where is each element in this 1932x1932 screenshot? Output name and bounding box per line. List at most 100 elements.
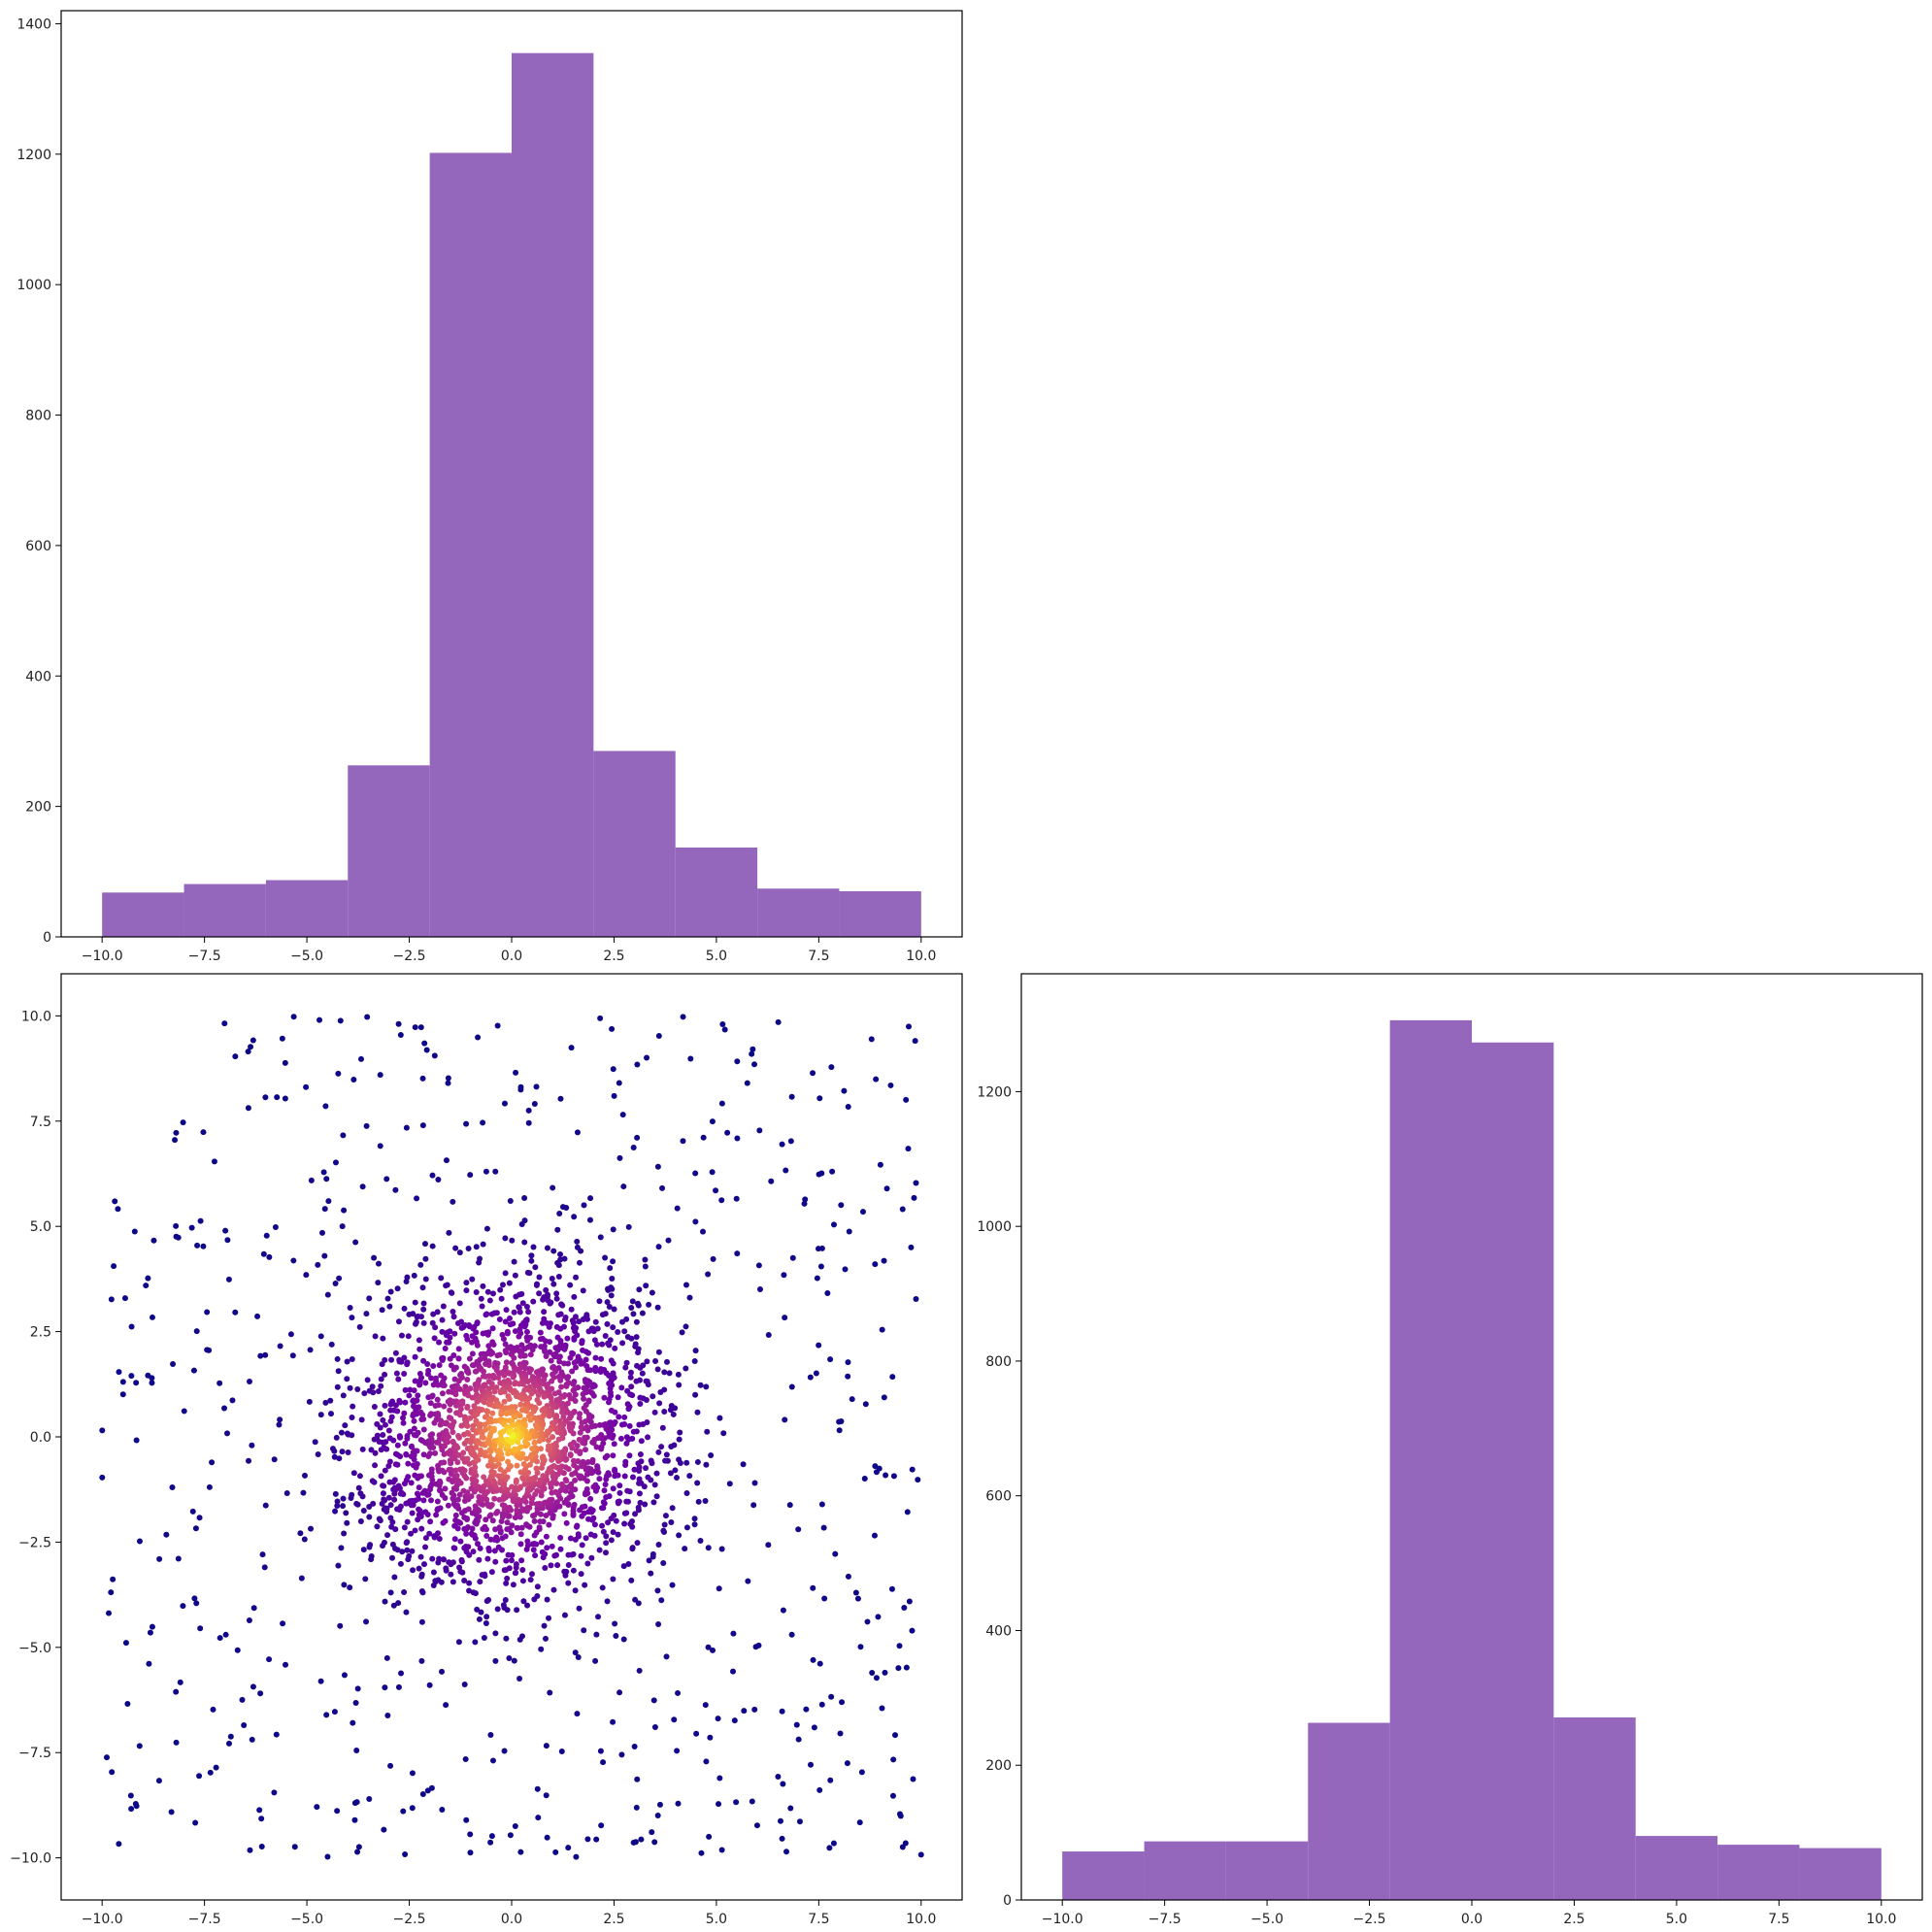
scatter-point <box>529 1347 536 1353</box>
scatter-point <box>425 1491 432 1498</box>
hist-y-bar <box>1144 1841 1226 1900</box>
scatter-point <box>653 1493 660 1500</box>
scatter-point <box>368 1553 375 1560</box>
scatter-point <box>463 1816 470 1823</box>
scatter-point <box>469 1276 476 1282</box>
hist-x-ytick-label: 600 <box>25 539 51 554</box>
scatter-point <box>713 1187 719 1194</box>
scatter-point <box>473 1478 480 1484</box>
scatter-point <box>503 1635 510 1642</box>
scatter-point <box>478 1295 484 1302</box>
scatter-point <box>257 1690 264 1697</box>
scatter-point <box>528 1451 535 1458</box>
scatter-point <box>429 1319 436 1326</box>
scatter-point <box>564 1335 571 1342</box>
scatter-point <box>693 1730 700 1737</box>
scatter-point <box>327 1411 334 1417</box>
scatter-point <box>581 1510 587 1516</box>
scatter-point <box>830 1840 837 1847</box>
scatter-point <box>394 1408 401 1415</box>
scatter-point <box>544 1245 550 1251</box>
scatter-point <box>414 1448 420 1454</box>
scatter-xtick-label: −5.0 <box>290 1912 323 1927</box>
scatter-point <box>229 1397 236 1404</box>
scatter-point <box>674 1205 681 1212</box>
scatter-point <box>483 1516 489 1523</box>
scatter-point <box>482 1355 488 1362</box>
scatter-point <box>245 1105 251 1112</box>
scatter-point <box>862 1401 869 1408</box>
scatter-point <box>912 1038 918 1045</box>
scatter-point <box>480 1241 486 1248</box>
scatter-point <box>521 1323 528 1330</box>
scatter-point <box>474 1398 481 1405</box>
scatter-point <box>539 1319 546 1326</box>
scatter-point <box>456 1300 463 1307</box>
hist-y-bar <box>1062 1851 1145 1900</box>
scatter-point <box>849 1396 855 1403</box>
scatter-point <box>380 1335 386 1342</box>
scatter-point <box>842 1266 849 1273</box>
scatter-point <box>582 1582 588 1588</box>
scatter-point <box>592 1354 599 1361</box>
scatter-point <box>250 1605 257 1612</box>
scatter-point <box>476 1259 483 1266</box>
scatter-point <box>480 1434 486 1441</box>
scatter-point <box>382 1371 388 1378</box>
scatter-point <box>783 1167 789 1174</box>
scatter-point <box>583 1485 590 1492</box>
scatter-point <box>441 1469 448 1476</box>
scatter-point <box>676 1456 683 1463</box>
scatter-point <box>740 1461 747 1468</box>
scatter-point <box>633 1804 640 1811</box>
scatter-point <box>527 1351 534 1358</box>
scatter-point <box>621 1414 628 1420</box>
scatter-point <box>703 1758 710 1765</box>
scatter-point <box>543 1286 550 1293</box>
scatter-point <box>332 1490 339 1497</box>
scatter-point <box>829 1168 836 1175</box>
scatter-point <box>709 1118 716 1125</box>
scatter-point <box>555 1262 562 1269</box>
scatter-point <box>482 1426 488 1433</box>
scatter-point <box>484 1331 491 1338</box>
scatter-point <box>431 1052 438 1059</box>
scatter-point <box>415 1429 421 1436</box>
scatter-point <box>408 1480 415 1486</box>
scatter-point <box>574 1711 581 1717</box>
scatter-point <box>553 1290 560 1297</box>
scatter-point <box>387 1515 394 1521</box>
scatter-point <box>465 1506 472 1513</box>
scatter-point <box>261 1564 268 1571</box>
scatter-point <box>879 1705 885 1712</box>
scatter-point <box>411 1425 417 1432</box>
scatter-point <box>548 1357 554 1364</box>
scatter-point <box>372 1333 379 1340</box>
scatter-point <box>503 1349 510 1356</box>
scatter-point <box>904 1509 911 1516</box>
scatter-point <box>430 1363 437 1370</box>
scatter-point <box>498 1411 505 1417</box>
scatter-point <box>136 1538 143 1545</box>
scatter-point <box>857 1644 864 1650</box>
scatter-point <box>492 1630 499 1637</box>
scatter-point <box>620 1636 627 1643</box>
scatter-point <box>450 1418 457 1425</box>
scatter-point <box>441 1403 448 1410</box>
scatter-point <box>832 1550 839 1557</box>
scatter-point <box>716 1585 722 1592</box>
scatter-point <box>593 1836 600 1843</box>
scatter-point <box>495 1544 502 1550</box>
scatter-point <box>341 1207 348 1214</box>
scatter-point <box>708 1451 715 1458</box>
scatter-point <box>605 1519 612 1526</box>
scatter-point <box>655 1244 662 1250</box>
scatter-point <box>402 1850 409 1857</box>
scatter-point <box>422 1544 429 1550</box>
scatter-point <box>404 1518 411 1525</box>
scatter-point <box>507 1832 514 1839</box>
scatter-point <box>133 1437 140 1444</box>
scatter-point <box>390 1437 397 1444</box>
scatter-point <box>610 1529 616 1536</box>
scatter-point <box>789 1254 796 1261</box>
